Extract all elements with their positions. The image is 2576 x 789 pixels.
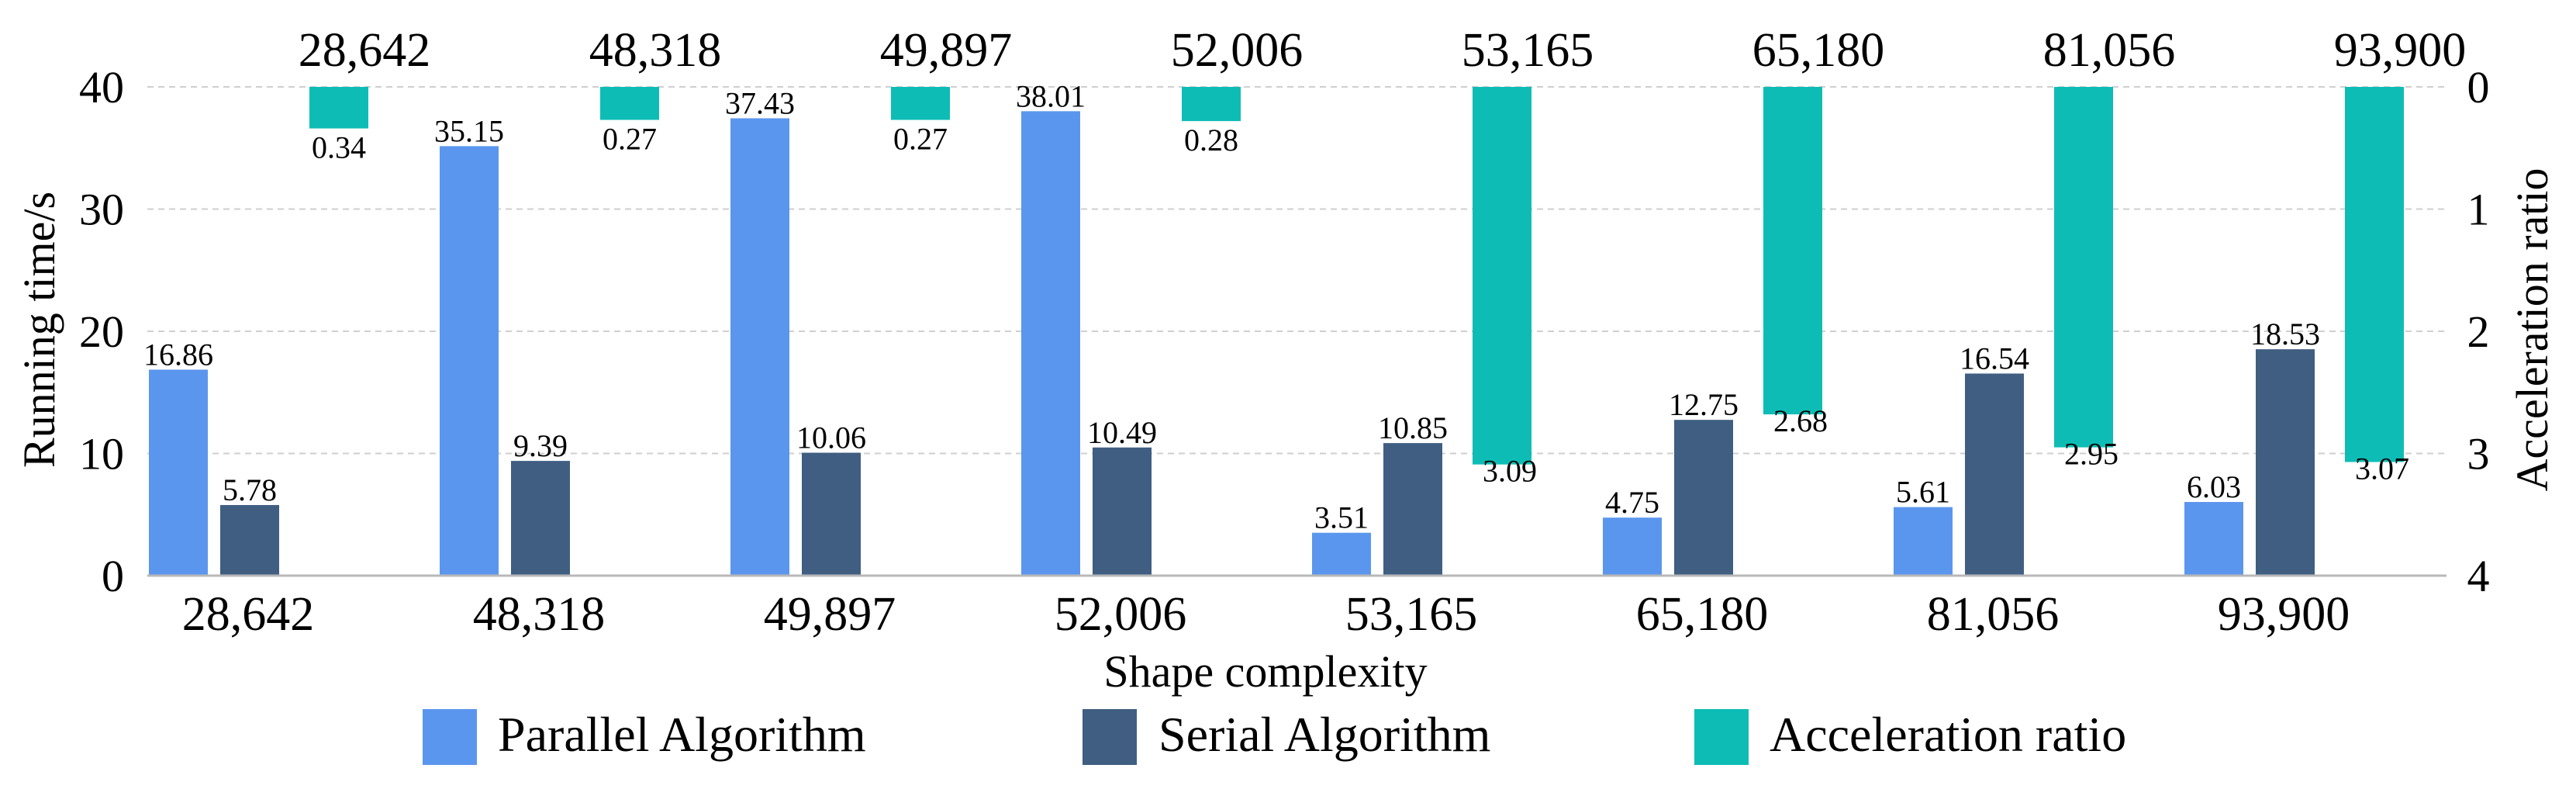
y2-axis-title: Acceleration ratio [2507,168,2557,491]
y-tick-label-4: 40 [79,62,124,112]
legend-item-parallel[interactable]: Parallel Algorithm [423,707,866,765]
data-label-serial-algorithm-2: 10.06 [796,420,866,455]
bar-parallel-algorithm-3 [1021,111,1080,576]
data-label-acceleration-ratio-7: 3.07 [2355,452,2409,486]
top-tick-label-6: 81,056 [2043,24,2176,77]
data-label-serial-algorithm-7: 18.53 [2250,317,2320,351]
data-label-acceleration-ratio-3: 0.28 [1184,123,1238,157]
data-label-parallel-algorithm-1: 35.15 [434,113,504,148]
data-label-acceleration-ratio-2: 0.27 [893,122,948,157]
y2-tick-label-0: 0 [2467,62,2490,112]
data-label-acceleration-ratio-4: 3.09 [1483,454,1537,489]
bar-serial-algorithm-3 [1093,447,1152,576]
bar-acceleration-ratio-4 [1473,87,1531,465]
bar-parallel-algorithm-5 [1603,517,1662,576]
data-label-serial-algorithm-6: 16.54 [1960,341,2029,375]
x-tick-label-0: 28,642 [182,588,315,641]
bar-parallel-algorithm-6 [1894,507,1953,576]
bars-layer [149,87,2404,576]
data-label-serial-algorithm-5: 12.75 [1669,387,1739,422]
legend-swatch-acceleration [1694,709,1749,765]
y-axis-title: Running time/s [14,192,64,468]
bar-serial-algorithm-2 [802,452,861,576]
legend-label-acceleration: Acceleration ratio [1770,707,2126,762]
bar-parallel-algorithm-7 [2184,502,2243,576]
ticks-layer: 0 10 20 30 40 0 1 2 3 4 28,642 28,642 48,318 48,318 49… [79,24,2490,641]
x-tick-label-3: 52,006 [1055,588,1187,641]
bar-acceleration-ratio-5 [1763,87,1822,415]
data-label-parallel-algorithm-0: 16.86 [143,337,213,372]
top-tick-label-4: 53,165 [1462,24,1594,77]
bar-parallel-algorithm-2 [730,118,789,576]
data-label-acceleration-ratio-1: 0.27 [603,122,657,157]
x-tick-label-6: 81,056 [1927,588,2060,641]
data-label-serial-algorithm-0: 5.78 [223,472,277,507]
x-tick-label-1: 48,318 [473,588,606,641]
legend-item-acceleration[interactable]: Acceleration ratio [1694,707,2126,765]
data-label-serial-algorithm-1: 9.39 [513,428,568,463]
legend-item-serial[interactable]: Serial Algorithm [1083,707,1490,765]
bar-serial-algorithm-7 [2256,349,2315,576]
bar-serial-algorithm-6 [1965,373,2024,576]
bar-acceleration-ratio-0 [309,87,368,129]
top-tick-label-0: 28,642 [299,24,431,77]
data-label-parallel-algorithm-3: 38.01 [1016,78,1086,113]
bar-acceleration-ratio-7 [2345,87,2404,462]
bar-acceleration-ratio-3 [1182,87,1241,122]
top-tick-label-7: 93,900 [2334,24,2467,77]
data-label-parallel-algorithm-2: 37.43 [725,85,795,120]
data-label-parallel-algorithm-7: 6.03 [2187,469,2241,504]
x-axis-title: Shape complexity [1103,646,1427,697]
data-label-acceleration-ratio-5: 2.68 [1773,403,1828,438]
legend-label-serial: Serial Algorithm [1159,707,1490,762]
data-label-serial-algorithm-4: 10.85 [1378,410,1448,445]
data-label-acceleration-ratio-0: 0.34 [312,130,366,165]
y2-tick-label-1: 1 [2467,185,2490,235]
data-label-parallel-algorithm-6: 5.61 [1896,475,1950,510]
legend-label-parallel: Parallel Algorithm [498,707,866,762]
data-label-serial-algorithm-3: 10.49 [1087,415,1157,450]
data-label-parallel-algorithm-4: 3.51 [1314,500,1369,535]
x-tick-label-7: 93,900 [2218,588,2350,641]
y2-tick-label-2: 2 [2467,306,2490,357]
y-tick-label-2: 20 [79,306,124,357]
bar-serial-algorithm-0 [220,504,279,576]
y2-tick-label-3: 3 [2467,429,2490,479]
bar-acceleration-ratio-6 [2054,87,2113,448]
bar-serial-algorithm-4 [1383,443,1442,576]
bar-serial-algorithm-1 [511,461,570,576]
bar-parallel-algorithm-4 [1312,532,1371,576]
y-tick-label-1: 10 [79,429,124,479]
bar-parallel-algorithm-0 [149,369,208,576]
top-tick-label-5: 65,180 [1752,24,1885,77]
y-tick-label-3: 30 [79,185,124,235]
bar-acceleration-ratio-1 [600,87,659,120]
legend: Parallel Algorithm Serial Algorithm Acce… [423,707,2126,765]
bar-serial-algorithm-5 [1674,420,1733,576]
labels-layer: 16.86 5.78 0.34 35.15 9.39 0.27 37.43 10.06 0.27… [143,78,2409,535]
bar-parallel-algorithm-1 [440,146,499,576]
top-tick-label-1: 48,318 [589,24,722,77]
y-tick-label-0: 0 [102,551,124,601]
top-tick-label-2: 49,897 [880,24,1013,77]
top-tick-label-3: 52,006 [1171,24,1304,77]
data-label-parallel-algorithm-5: 4.75 [1605,485,1659,520]
bar-acceleration-ratio-2 [891,87,950,120]
data-label-acceleration-ratio-6: 2.95 [2064,437,2118,472]
legend-swatch-parallel [423,709,477,765]
legend-swatch-serial [1083,709,1137,765]
x-tick-label-5: 65,180 [1636,588,1769,641]
x-tick-label-2: 49,897 [764,588,896,641]
y2-tick-label-4: 4 [2467,551,2490,601]
x-tick-label-4: 53,165 [1345,588,1478,641]
